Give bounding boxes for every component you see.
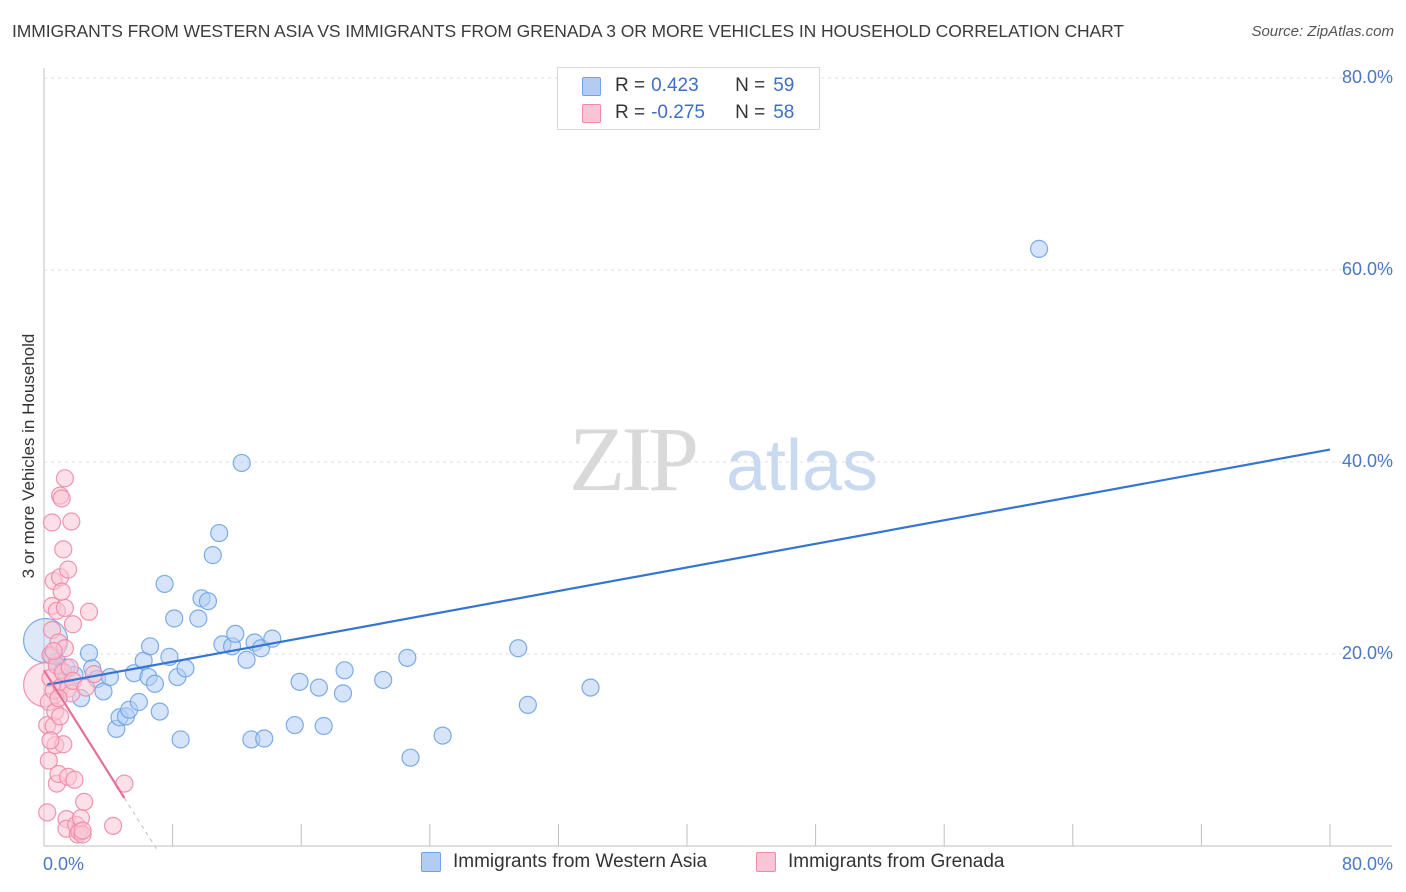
trend-line-1: [43, 669, 126, 799]
data-point: [38, 803, 57, 822]
y-axis-label: 3 or more Vehicles in Household: [19, 334, 38, 579]
bottom-legend-swatch-blue: [421, 852, 441, 872]
data-point: [63, 615, 83, 634]
bottom-legend-label: Immigrants from Grenada: [788, 851, 1005, 872]
y-tick-label: 60.0%: [1342, 259, 1393, 279]
data-point: [145, 674, 165, 693]
trend-lines: [43, 448, 1331, 850]
data-point: [255, 729, 274, 748]
data-point: [140, 637, 160, 656]
data-point: [49, 689, 68, 708]
data-point: [189, 609, 208, 628]
legend-n-value: 58: [773, 102, 795, 123]
data-point: [333, 684, 353, 703]
chart-title: IMMIGRANTS FROM WESTERN ASIA VS IMMIGRAN…: [12, 21, 1124, 41]
data-point: [314, 716, 333, 736]
data-point: [226, 624, 245, 643]
data-point: [150, 702, 169, 721]
data-point: [290, 672, 309, 691]
data-point: [79, 643, 99, 663]
data-point: [129, 692, 148, 712]
data-point: [73, 821, 92, 840]
trend-line-0: [47, 448, 1331, 686]
y-tick-label: 80.0%: [1342, 67, 1393, 87]
data-point: [75, 792, 94, 811]
data-point: [42, 513, 62, 532]
tick-labels: 20.0% 40.0% 60.0% 80.0% 0.0% 80.0%: [43, 67, 1393, 874]
legend-swatch-pink: [582, 103, 601, 123]
data-point: [176, 659, 195, 678]
data-point: [237, 650, 256, 669]
data-point: [59, 560, 78, 579]
correlation-legend: R = 0.423 N = 59 R = -0.275 N = 58: [557, 67, 820, 130]
x-tick-label: 0.0%: [43, 854, 84, 874]
data-point: [285, 715, 304, 735]
bottom-legend-swatch-pink: [756, 852, 776, 872]
data-point: [41, 731, 60, 750]
data-point: [518, 695, 537, 714]
chart-source: Source: ZipAtlas.com: [1251, 23, 1394, 40]
data-point: [104, 816, 123, 835]
data-point: [232, 453, 251, 473]
legend-n-label: N =: [735, 75, 766, 96]
data-point: [165, 609, 184, 628]
legend-r-value: -0.275: [651, 102, 705, 123]
data-point: [335, 661, 354, 680]
legend-r-value: 0.423: [651, 75, 699, 96]
bottom-legend-western-asia: Immigrants from Western Asia: [421, 851, 707, 873]
data-point: [198, 592, 218, 611]
data-point: [210, 523, 229, 543]
data-point: [171, 730, 190, 749]
data-point: [44, 642, 63, 661]
bottom-legend-label: Immigrants from Western Asia: [453, 851, 708, 872]
series-western-asia-points: [23, 239, 1049, 767]
legend-row-western-asia: R = 0.423 N = 59: [582, 74, 794, 98]
bottom-legend-grenada: Immigrants from Grenada: [756, 851, 1004, 873]
data-point: [374, 670, 393, 690]
grid-lines: [44, 77, 1392, 655]
axes: [43, 68, 1392, 847]
data-point: [155, 574, 174, 594]
watermark: ZIP atlas: [569, 408, 878, 510]
watermark-atlas: atlas: [726, 426, 878, 506]
data-point: [398, 648, 417, 667]
data-point: [52, 489, 71, 508]
data-point: [309, 678, 328, 697]
data-point: [203, 546, 222, 565]
legend-n-value: 59: [773, 75, 795, 96]
legend-r-label: R =: [615, 102, 646, 123]
legend-r-label: R =: [615, 75, 646, 96]
trend-line-extension-1: [123, 797, 158, 850]
data-point: [79, 602, 99, 621]
watermark-zip: ZIP: [569, 408, 696, 510]
data-point: [52, 582, 71, 601]
y-tick-label: 40.0%: [1342, 451, 1393, 471]
legend-swatch-blue: [582, 76, 601, 96]
data-point: [76, 678, 95, 697]
data-point: [1029, 239, 1049, 258]
data-point: [55, 469, 74, 488]
x-tick-label: 80.0%: [1342, 854, 1393, 874]
data-point: [65, 770, 84, 789]
data-point: [433, 726, 452, 745]
data-point: [509, 639, 528, 658]
data-point: [62, 512, 81, 531]
data-point: [54, 540, 73, 559]
data-point: [581, 678, 600, 697]
legend-n-label: N =: [735, 102, 766, 123]
data-point: [39, 751, 58, 770]
data-point: [401, 748, 420, 767]
legend-row-grenada: R = -0.275 N = 58: [582, 101, 794, 125]
series-grenada-points: [23, 469, 134, 844]
data-point: [55, 598, 74, 618]
data-point: [50, 707, 70, 726]
y-tick-label: 20.0%: [1342, 643, 1393, 663]
